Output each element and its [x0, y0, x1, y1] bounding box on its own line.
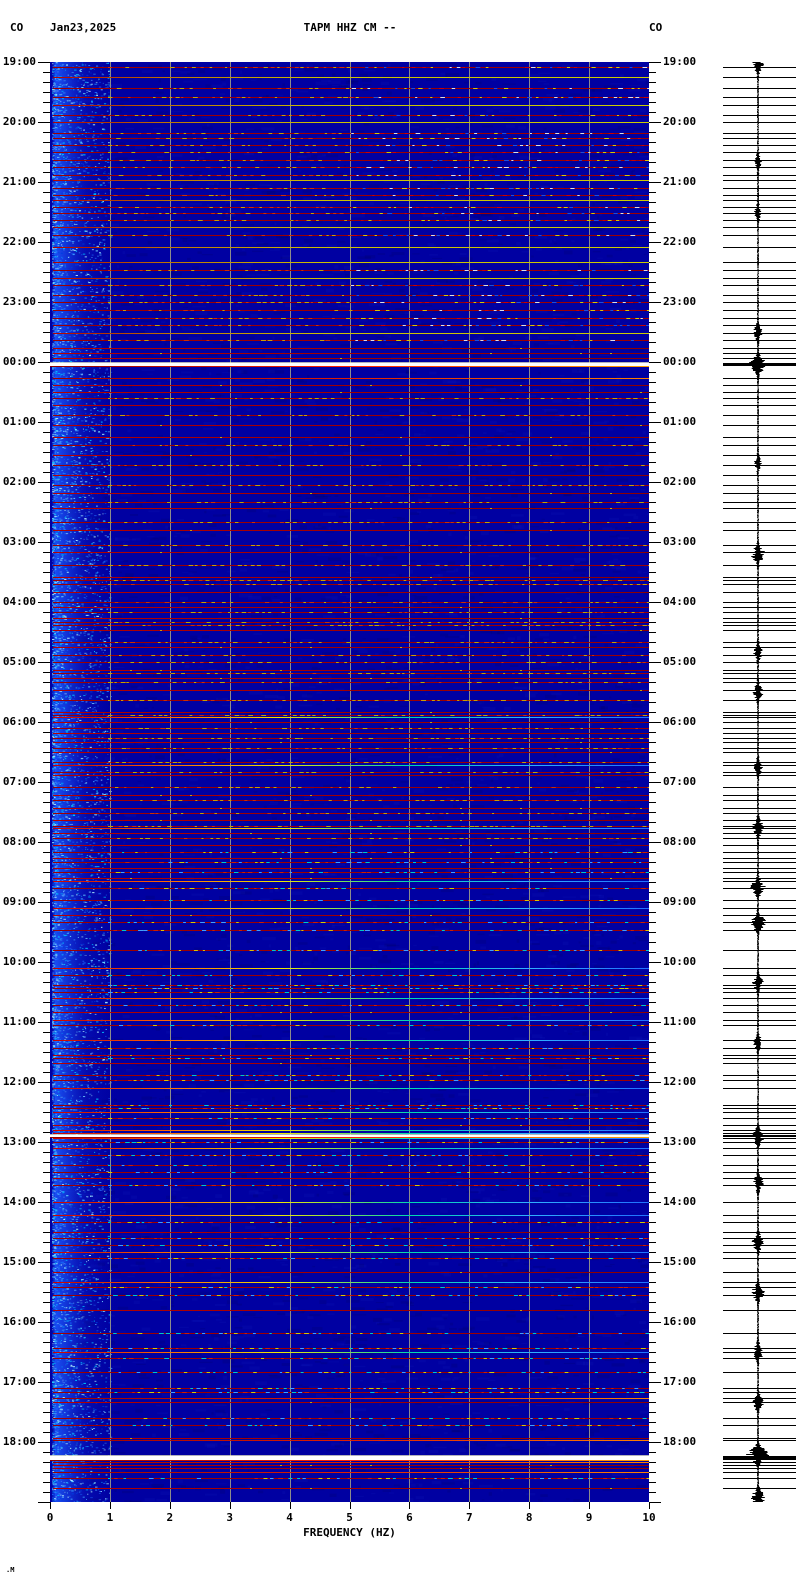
time-label-right-1600: 16:00 — [663, 1315, 697, 1328]
time-label-left-1200: 12:00 — [2, 1075, 36, 1088]
time-label-left-1700: 17:00 — [2, 1375, 36, 1388]
time-label-right-0900: 09:00 — [663, 895, 697, 908]
time-label-left-0800: 08:00 — [2, 835, 36, 848]
freq-label-9: 9 — [585, 1511, 593, 1524]
time-label-right-2300: 23:00 — [663, 295, 697, 308]
time-label-right-1300: 13:00 — [663, 1135, 697, 1148]
freq-label-4: 4 — [286, 1511, 293, 1524]
time-label-left-1900: 19:00 — [2, 55, 36, 68]
time-label-right-0100: 01:00 — [663, 415, 697, 428]
freq-label-7: 7 — [465, 1511, 473, 1524]
time-label-left-0000: 00:00 — [2, 355, 36, 368]
time-label-left-1300: 13:00 — [2, 1135, 36, 1148]
freq-label-2: 2 — [166, 1511, 174, 1524]
time-label-left-1000: 10:00 — [2, 955, 36, 968]
time-label-left-0700: 07:00 — [2, 775, 36, 788]
freq-label-5: 5 — [346, 1511, 353, 1524]
time-label-right-1400: 14:00 — [663, 1195, 697, 1208]
time-label-left-1600: 16:00 — [2, 1315, 36, 1328]
freq-label-6: 6 — [406, 1511, 413, 1524]
time-label-right-0200: 02:00 — [663, 475, 697, 488]
footer-mark: .M — [6, 1566, 15, 1574]
time-label-left-2300: 23:00 — [2, 295, 36, 308]
time-label-left-0200: 02:00 — [2, 475, 36, 488]
time-label-right-0300: 03:00 — [663, 535, 697, 548]
time-label-right-2100: 21:00 — [663, 175, 697, 188]
time-label-right-0600: 06:00 — [663, 715, 697, 728]
time-label-right-1000: 10:00 — [663, 955, 697, 968]
time-label-left-0900: 09:00 — [2, 895, 36, 908]
seismogram-trace-panel — [720, 62, 799, 1502]
time-label-left-1100: 11:00 — [2, 1015, 36, 1028]
time-label-right-1700: 17:00 — [663, 1375, 697, 1388]
time-label-left-0400: 04:00 — [2, 595, 36, 608]
time-label-right-0800: 08:00 — [663, 835, 697, 848]
freq-label-3: 3 — [226, 1511, 233, 1524]
time-label-right-1200: 12:00 — [663, 1075, 697, 1088]
time-label-right-0000: 00:00 — [663, 355, 697, 368]
frequency-axis-title: FREQUENCY (HZ) — [303, 1526, 396, 1539]
time-label-right-1900: 19:00 — [663, 55, 697, 68]
spectrogram-plot — [50, 62, 649, 1502]
time-label-left-0300: 03:00 — [2, 535, 36, 548]
time-label-left-0600: 06:00 — [2, 715, 36, 728]
time-label-left-1400: 14:00 — [2, 1195, 36, 1208]
time-label-right-0400: 04:00 — [663, 595, 697, 608]
time-label-left-0100: 01:00 — [2, 415, 36, 428]
time-label-right-1500: 15:00 — [663, 1255, 697, 1268]
time-label-right-1100: 11:00 — [663, 1015, 697, 1028]
time-label-right-0700: 07:00 — [663, 775, 697, 788]
time-label-right-2000: 20:00 — [663, 115, 697, 128]
freq-label-0: 0 — [46, 1511, 54, 1524]
time-label-left-1500: 15:00 — [2, 1255, 36, 1268]
time-label-right-0500: 05:00 — [663, 655, 697, 668]
time-label-left-2100: 21:00 — [2, 175, 36, 188]
freq-label-10: 10 — [642, 1511, 656, 1524]
time-label-left-2000: 20:00 — [2, 115, 36, 128]
freq-label-8: 8 — [525, 1511, 533, 1524]
time-label-left-2200: 22:00 — [2, 235, 36, 248]
time-label-right-1800: 18:00 — [663, 1435, 697, 1448]
time-label-left-0500: 05:00 — [2, 655, 36, 668]
time-label-right-2200: 22:00 — [663, 235, 697, 248]
freq-label-1: 1 — [106, 1511, 114, 1524]
time-label-left-1800: 18:00 — [2, 1435, 36, 1448]
